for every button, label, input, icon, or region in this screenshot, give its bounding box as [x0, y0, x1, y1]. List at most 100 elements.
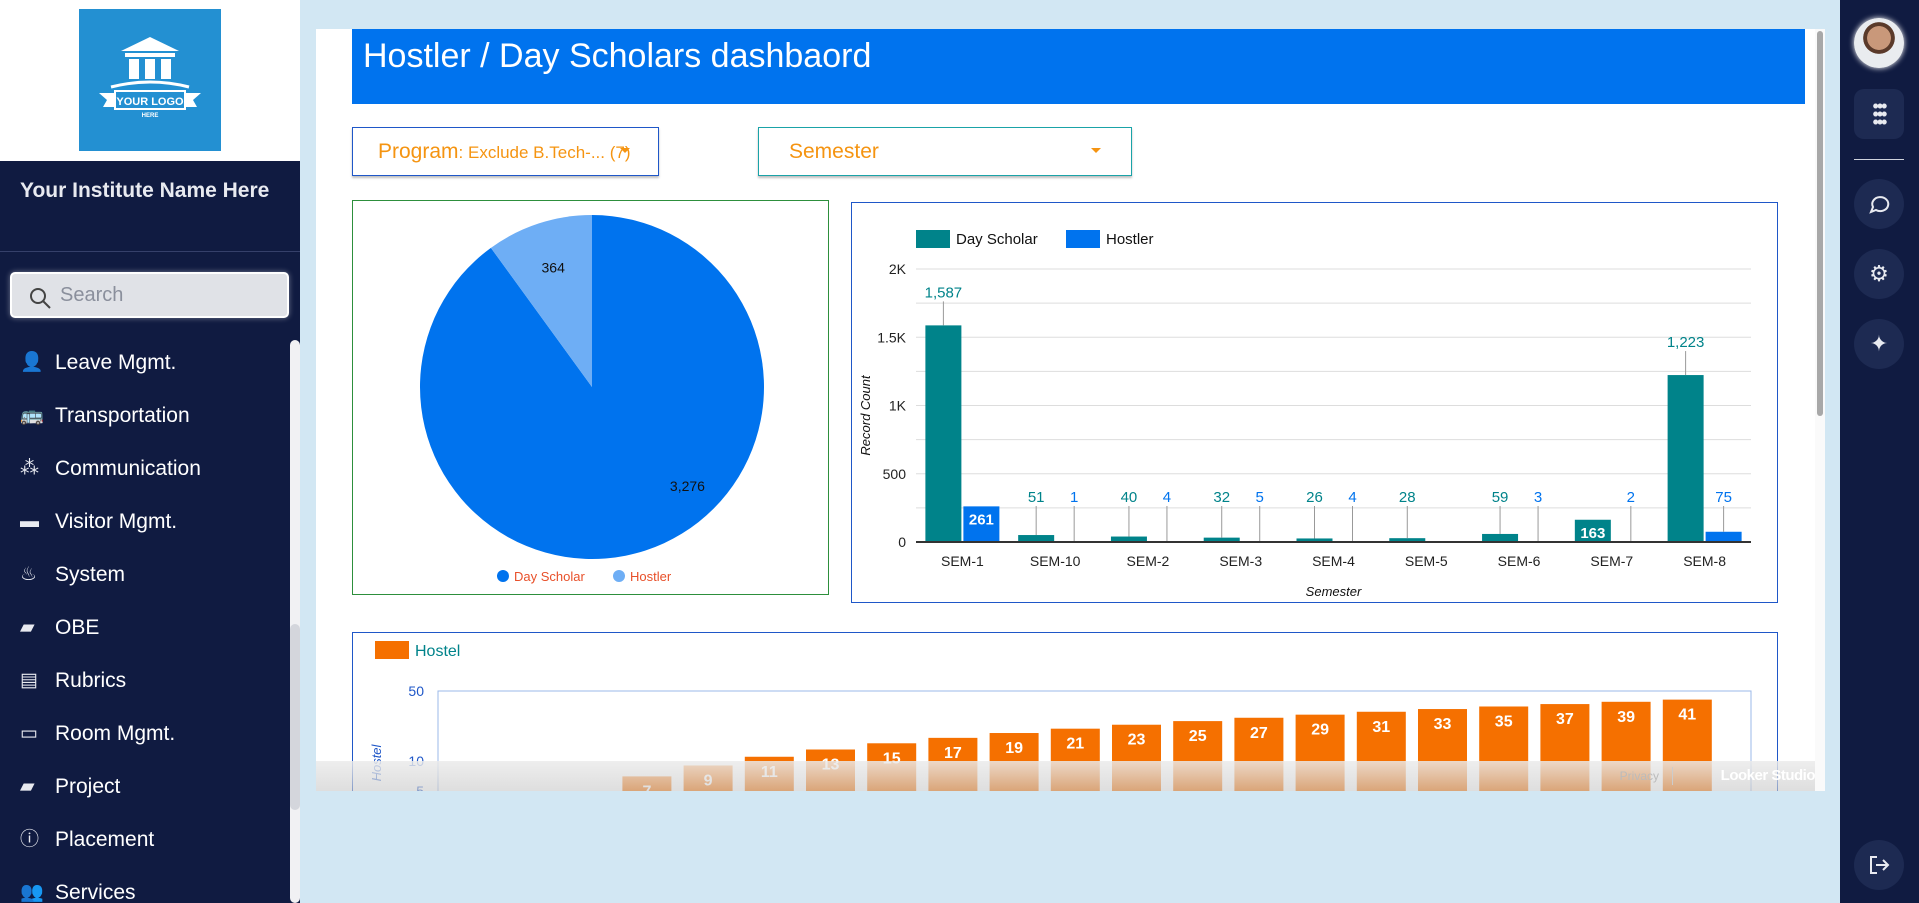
bar [1296, 538, 1333, 542]
bar-data-label: 40 [1121, 489, 1138, 506]
x-tick-label: SEM-8 [1683, 553, 1726, 569]
bar [963, 506, 1000, 542]
legend-swatch [613, 570, 625, 582]
ai-sparkle-button[interactable]: ✦ [1854, 319, 1904, 369]
bar-data-label: 37 [1556, 711, 1574, 728]
bar-data-label: 4 [1348, 489, 1356, 506]
looker-footer: Privacy Looker Studio [316, 761, 1825, 791]
gear-icon: ⚙ [1869, 261, 1889, 286]
report-scrollbar-thumb[interactable] [1817, 31, 1823, 416]
bar [1482, 533, 1519, 542]
y-tick-label: 50 [408, 683, 424, 699]
bar-data-label: 31 [1372, 719, 1390, 736]
pie-slice-day-scholar [419, 215, 764, 559]
x-tick-label: SEM-3 [1219, 553, 1262, 569]
x-tick-label: SEM-10 [1030, 553, 1081, 569]
chevron-down-icon [1091, 148, 1101, 153]
sidebar-item-label: Room Mgmt. [55, 722, 176, 745]
bar-data-label: 1,587 [925, 284, 963, 301]
page-title: Hostler / Day Scholars dashbaord [363, 37, 872, 75]
legend-swatch [497, 570, 509, 582]
avatar[interactable] [1854, 18, 1904, 68]
bar-data-label: 4 [1163, 489, 1171, 506]
bar-data-label: 17 [944, 745, 962, 762]
y-tick-label: 2K [889, 261, 907, 277]
apps-grid-icon: ••• ••• ••• [1872, 96, 1888, 132]
legend-swatch [375, 641, 409, 659]
apps-grid-button[interactable]: ••• ••• ••• [1854, 89, 1904, 139]
legend-label: Hostler [1106, 231, 1154, 248]
bar-data-label: 1 [1070, 489, 1078, 506]
chat-icon [1869, 196, 1890, 214]
bar-data-label: 261 [969, 511, 994, 528]
y-axis-title: Record Count [858, 374, 873, 456]
institute-name: Your Institute Name Here [20, 179, 270, 202]
sidebar-item-label: Project [55, 775, 121, 798]
sidebar-item-project[interactable]: ▰ Project [0, 776, 290, 797]
sidebar-item-label: Communication [55, 457, 201, 480]
sidebar: YOUR LOGO HERE Your Institute Name Here … [0, 0, 300, 903]
chat-button[interactable] [1854, 179, 1904, 229]
sidebar-item-label: Visitor Mgmt. [55, 510, 178, 533]
bar [925, 325, 962, 542]
divider [1672, 767, 1673, 785]
logo-area: YOUR LOGO HERE [0, 0, 300, 161]
sidebar-item-label: Services [55, 881, 136, 903]
id-card-icon: ▬ [20, 511, 39, 532]
search-input[interactable]: Search [10, 272, 289, 318]
bar-data-label: 51 [1028, 489, 1045, 506]
chevron-down-icon [620, 148, 630, 153]
y-tick-label: 1K [889, 398, 907, 414]
sidebar-scrollbar-thumb[interactable] [290, 624, 300, 810]
sidebar-item-obe[interactable]: ▰ OBE [0, 617, 290, 638]
y-tick-label: 1.5K [877, 329, 906, 345]
bar-data-label: 1,223 [1667, 334, 1705, 351]
sidebar-scrollbar[interactable] [290, 340, 300, 903]
report-header: Hostler / Day Scholars dashbaord [352, 29, 1805, 104]
sidebar-item-visitor-mgmt[interactable]: ▬ Visitor Mgmt. [0, 511, 290, 532]
program-filter[interactable]: Program : Exclude B.Tech-... (7) [352, 127, 659, 176]
sidebar-item-transportation[interactable]: 🚌 Transportation [0, 405, 290, 426]
logout-button[interactable] [1854, 840, 1904, 890]
book-icon: ▰ [20, 776, 35, 797]
sidebar-item-rubrics[interactable]: ▤ Rubrics [0, 670, 290, 691]
divider [1854, 159, 1904, 160]
sidebar-item-system[interactable]: ♨ System [0, 564, 290, 585]
semester-filter[interactable]: Semester [758, 127, 1132, 176]
users-icon: 👥 [20, 882, 44, 903]
institute-logo: YOUR LOGO HERE [79, 9, 221, 151]
bar-data-label: 32 [1213, 489, 1230, 506]
bar-data-label: 19 [1005, 740, 1023, 757]
logout-icon [1870, 856, 1890, 874]
bar-data-label: 26 [1306, 489, 1323, 506]
network-icon: ⁂ [20, 458, 39, 479]
sidebar-item-services[interactable]: 👥 Services [0, 882, 290, 903]
sidebar-item-label: OBE [55, 616, 100, 639]
bar-data-label: 59 [1492, 489, 1509, 506]
settings-button[interactable]: ⚙ [1854, 249, 1904, 299]
sidebar-item-label: System [55, 563, 126, 586]
bar [1110, 536, 1147, 542]
report-canvas: Hostler / Day Scholars dashbaord Program… [316, 29, 1825, 791]
y-tick-label: 500 [883, 466, 907, 482]
x-tick-label: SEM-1 [941, 553, 984, 569]
bar [1667, 375, 1704, 542]
bar-data-label: 2 [1627, 489, 1635, 506]
bar [1018, 535, 1055, 542]
hand-holding-icon: ♨ [20, 564, 38, 585]
bar-data-label: 23 [1128, 732, 1146, 749]
sidebar-item-leave-mgmt[interactable]: 👤 Leave Mgmt. [0, 352, 290, 373]
sidebar-item-label: Placement [55, 828, 155, 851]
sidebar-item-room-mgmt[interactable]: ▭ Room Mgmt. [0, 723, 290, 744]
looker-studio-logo[interactable]: Looker Studio [1720, 767, 1816, 784]
x-tick-label: SEM-7 [1590, 553, 1633, 569]
privacy-link[interactable]: Privacy [1619, 769, 1659, 783]
newspaper-icon: ▤ [20, 670, 38, 691]
sidebar-item-placement[interactable]: ⓘ Placement [0, 829, 290, 850]
sidebar-item-label: Transportation [55, 404, 190, 427]
bar-data-label: 3 [1534, 489, 1542, 506]
sidebar-item-communication[interactable]: ⁂ Communication [0, 458, 290, 479]
bar-data-label: 28 [1399, 489, 1416, 506]
search-icon [30, 288, 51, 309]
bus-icon: 🚌 [20, 405, 44, 426]
